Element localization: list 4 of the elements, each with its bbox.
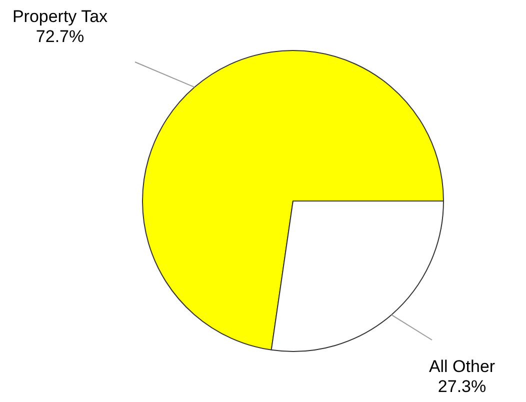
- data-label: 27.3%: [438, 377, 486, 396]
- slice-label: Property Tax: [12, 7, 108, 26]
- slice-label: All Other: [428, 357, 496, 376]
- data-label: 72.7%: [36, 27, 84, 46]
